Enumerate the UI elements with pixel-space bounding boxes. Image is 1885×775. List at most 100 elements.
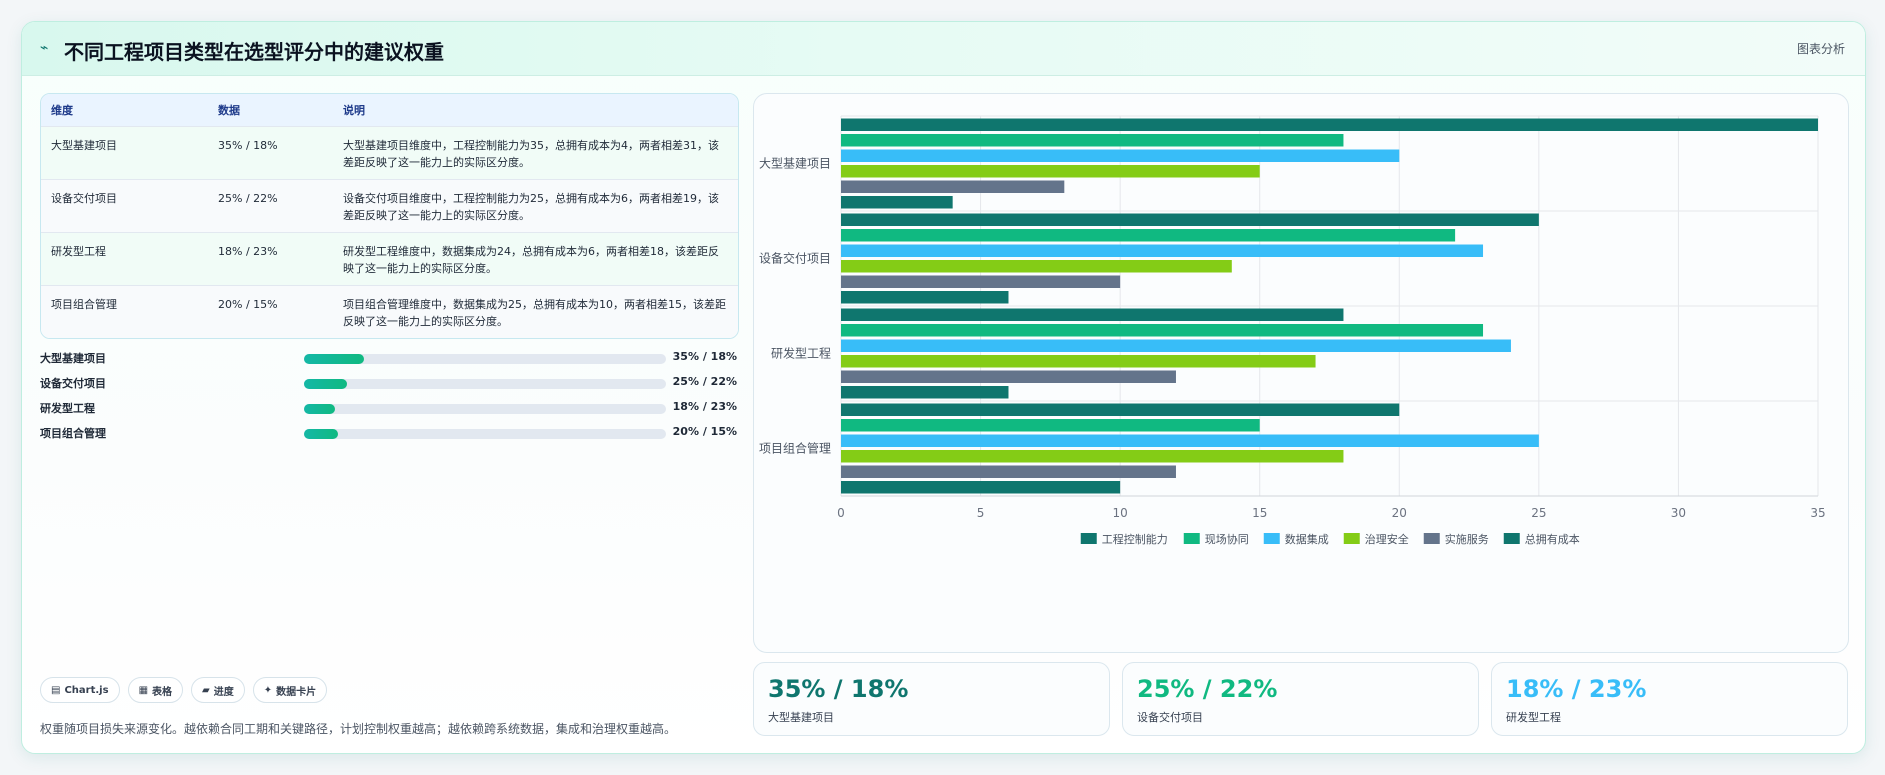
- progress-fill: [304, 354, 364, 364]
- row-description: 设备交付项目维度中，工程控制能力为25，总拥有成本为6，两者相差19，该差距反映…: [343, 191, 719, 222]
- kpi-value: 18% / 23%: [1506, 675, 1647, 703]
- legend-swatch: [1263, 533, 1280, 544]
- progress-track: [304, 404, 666, 414]
- bar: [841, 149, 1400, 162]
- kpi-card: 35% / 18% 大型基建项目: [753, 662, 1110, 736]
- kpi-value: 35% / 18%: [768, 675, 909, 703]
- row-description: 项目组合管理维度中，数据集成为25，总拥有成本为10，两者相差15，该差距反映了…: [343, 297, 726, 328]
- row-value: 20% / 15%: [218, 297, 278, 311]
- chart-icon: ▤: [51, 684, 61, 696]
- bar: [841, 229, 1456, 242]
- row-value: 25% / 22%: [218, 191, 278, 205]
- chart-panel: 0 5 10 15 20 25 30 35 大型基建项目 设备交付项目 研发型工程 项目组合管理 工程控…: [753, 93, 1849, 653]
- x-tick-label: 10: [1113, 506, 1128, 520]
- column-header-data: 数据: [218, 103, 240, 117]
- progress-label: 大型基建项目: [40, 352, 106, 365]
- progress-value: 35% / 18%: [672, 350, 737, 363]
- data-table: 维度 数据 说明 大型基建项目 35% / 18% 大型基建项目维度中，工程控制…: [40, 93, 739, 339]
- bar: [841, 370, 1176, 383]
- bar: [841, 260, 1232, 273]
- chart-analysis-button[interactable]: 图表分析: [1796, 42, 1845, 56]
- view-chips: ▤ Chart.js ▦ 表格 ▰ 进度 ✦ 数据卡片: [40, 677, 328, 703]
- table-row: 设备交付项目 25% / 22% 设备交付项目维度中，工程控制能力为25，总拥有…: [41, 179, 738, 232]
- chip-table[interactable]: ▦ 表格: [127, 677, 184, 703]
- row-name: 大型基建项目: [51, 138, 117, 152]
- chip-progress[interactable]: ▰ 进度: [191, 677, 245, 703]
- progress-fill: [304, 404, 335, 414]
- legend-label: 总拥有成本: [1525, 532, 1580, 546]
- table-header-row: 维度 数据 说明: [41, 94, 738, 126]
- chip-label: 进度: [213, 686, 234, 698]
- legend-swatch: [1423, 533, 1440, 544]
- legend-label: 数据集成: [1285, 532, 1329, 546]
- kpi-card: 25% / 22% 设备交付项目: [1122, 662, 1479, 736]
- bar: [841, 419, 1260, 432]
- column-header-dimension: 维度: [51, 103, 73, 117]
- progress-value: 18% / 23%: [672, 400, 737, 413]
- row-value: 35% / 18%: [218, 138, 278, 152]
- legend-label: 实施服务: [1445, 532, 1489, 546]
- progress-fill: [304, 429, 339, 439]
- progress-icon: ▰: [202, 684, 210, 696]
- progress-label: 设备交付项目: [40, 377, 106, 390]
- bar: [841, 339, 1511, 352]
- bar: [841, 324, 1484, 337]
- progress-row: 项目组合管理 20% / 15%: [40, 423, 739, 448]
- legend-label: 现场协同: [1205, 532, 1249, 546]
- sparkle-icon: ✦: [263, 684, 273, 696]
- chip-chartjs[interactable]: ▤ Chart.js: [40, 677, 120, 703]
- legend-swatch: [1503, 533, 1520, 544]
- x-tick-label: 30: [1671, 506, 1686, 520]
- chip-label: Chart.js: [64, 684, 109, 696]
- bar: [841, 244, 1484, 257]
- bar: [841, 213, 1539, 226]
- bar: [841, 386, 1009, 399]
- bar: [841, 308, 1344, 321]
- legend-swatch: [1080, 533, 1097, 544]
- bar: [841, 291, 1009, 304]
- row-value: 18% / 23%: [218, 244, 278, 258]
- table-row: 大型基建项目 35% / 18% 大型基建项目维度中，工程控制能力为35，总拥有…: [41, 126, 738, 179]
- wave-icon: ⌁: [40, 40, 49, 56]
- bar: [841, 180, 1065, 193]
- kpi-label: 大型基建项目: [768, 711, 834, 724]
- kpi-cards: 35% / 18% 大型基建项目 25% / 22% 设备交付项目 18% / …: [753, 662, 1849, 736]
- bar: [841, 165, 1260, 178]
- progress-value: 25% / 22%: [672, 375, 737, 388]
- kpi-value: 25% / 22%: [1137, 675, 1278, 703]
- x-tick-label: 15: [1252, 506, 1267, 520]
- chip-data-cards[interactable]: ✦ 数据卡片: [252, 677, 328, 703]
- footnote: 权重随项目损失来源变化。越依赖合同工期和关键路径，计划控制权重越高；越依赖跨系统…: [40, 722, 677, 736]
- category-label: 大型基建项目: [759, 157, 831, 171]
- chip-label: 表格: [152, 686, 173, 698]
- x-tick-label: 35: [1810, 506, 1825, 520]
- bar: [841, 355, 1316, 368]
- legend-swatch: [1183, 533, 1200, 544]
- progress-track: [304, 429, 666, 439]
- bar: [841, 196, 953, 209]
- bar: [841, 481, 1121, 494]
- bar: [841, 465, 1176, 478]
- x-tick-label: 5: [977, 506, 985, 520]
- bar: [841, 403, 1400, 416]
- category-label: 设备交付项目: [759, 251, 831, 266]
- row-description: 研发型工程维度中，数据集成为24，总拥有成本为6，两者相差18，该差距反映了这一…: [343, 244, 719, 275]
- bar: [841, 134, 1344, 147]
- progress-row: 研发型工程 18% / 23%: [40, 398, 739, 423]
- table-icon: ▦: [138, 684, 149, 696]
- row-name: 项目组合管理: [51, 297, 117, 311]
- bar: [841, 434, 1539, 447]
- table-row: 研发型工程 18% / 23% 研发型工程维度中，数据集成为24，总拥有成本为6…: [41, 232, 738, 285]
- progress-value: 20% / 15%: [672, 425, 737, 438]
- progress-track: [304, 379, 666, 389]
- category-label: 项目组合管理: [759, 441, 831, 456]
- bar-chart: 0 5 10 15 20 25 30 35 大型基建项目设备交付项目研发型工程项目组合管理工程控…: [759, 115, 1826, 546]
- page-title: 不同工程项目类型在选型评分中的建议权重: [64, 40, 444, 64]
- progress-row: 大型基建项目 35% / 18%: [40, 348, 739, 373]
- column-header-description: 说明: [343, 103, 365, 117]
- chip-label: 数据卡片: [276, 686, 317, 698]
- bar: [841, 275, 1121, 288]
- kpi-label: 研发型工程: [1506, 711, 1561, 724]
- progress-label: 研发型工程: [40, 402, 95, 415]
- x-tick-label: 0: [837, 506, 845, 520]
